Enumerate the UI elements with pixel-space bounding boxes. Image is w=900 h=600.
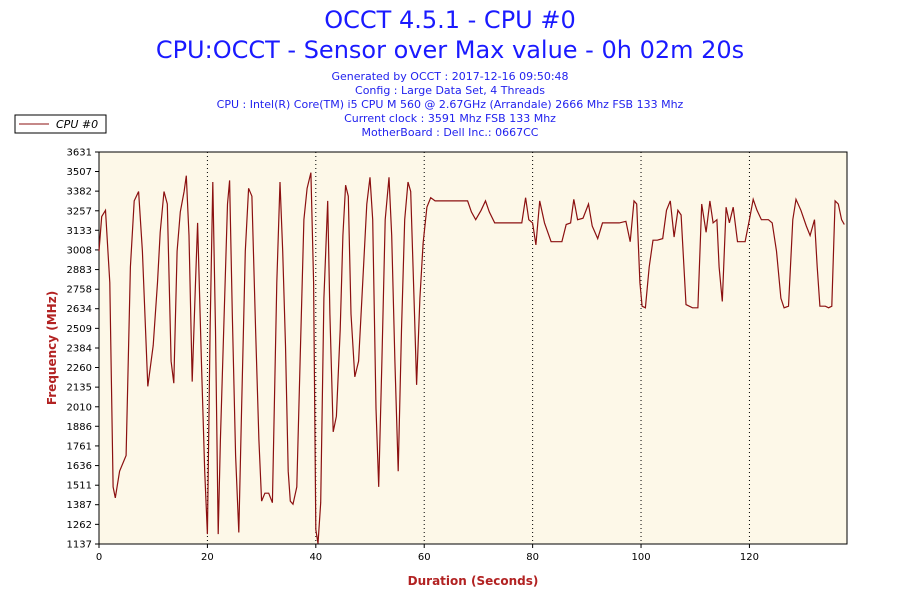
y-tick-label: 1511: [67, 481, 92, 492]
y-tick-label: 3133: [67, 226, 92, 237]
y-tick-label: 2010: [67, 402, 92, 413]
y-tick-label: 2509: [67, 324, 92, 335]
y-tick-label: 3257: [67, 206, 92, 217]
y-tick-label: 1387: [67, 500, 92, 511]
y-tick-label: 2135: [67, 383, 92, 394]
y-tick-label: 3382: [67, 187, 92, 198]
y-tick-label: 2634: [67, 304, 92, 315]
chart-title: OCCT 4.5.1 - CPU #0: [324, 6, 576, 34]
y-tick-label: 3631: [67, 148, 92, 159]
x-tick-label: 120: [740, 552, 759, 563]
y-tick-label: 1636: [67, 461, 92, 472]
y-tick-label: 3507: [67, 167, 92, 178]
info-cpu: CPU : Intel(R) Core(TM) i5 CPU M 560 @ 2…: [216, 98, 684, 111]
x-tick-label: 100: [631, 552, 650, 563]
y-tick-label: 2260: [67, 363, 92, 374]
x-axis-label: Duration (Seconds): [408, 574, 539, 588]
x-tick-label: 40: [309, 552, 322, 563]
x-tick-label: 20: [201, 552, 214, 563]
info-generated: Generated by OCCT : 2017-12-16 09:50:48: [331, 70, 569, 83]
info-config: Config : Large Data Set, 4 Threads: [355, 84, 545, 97]
y-tick-label: 2384: [67, 344, 92, 355]
chart-subtitle: CPU:OCCT - Sensor over Max value - 0h 02…: [155, 36, 745, 64]
series-line-cpu-0: [98, 172, 845, 544]
x-tick-label: 60: [418, 552, 431, 563]
legend-label: CPU #0: [56, 118, 98, 131]
y-tick-label: 3008: [67, 245, 92, 256]
y-axis-ticks: 1137 1262 1387 1511 1636 1761 1886 2010 2135 2260…: [67, 148, 99, 551]
y-tick-label: 1886: [67, 422, 92, 433]
info-current-clock: Current clock : 3591 Mhz FSB 133 Mhz: [344, 112, 556, 125]
y-axis-label: Frequency (MHz): [45, 291, 59, 405]
x-axis-ticks: 0 20 40 60 80 100 120: [96, 544, 759, 563]
y-tick-label: 1262: [67, 520, 92, 531]
grid-lines: [206, 152, 750, 544]
plot-area: [98, 151, 848, 545]
y-tick-label: 2758: [67, 285, 92, 296]
x-tick-label: 80: [526, 552, 539, 563]
legend-box: [14, 114, 107, 134]
y-tick-label: 1761: [67, 441, 92, 452]
y-tick-label: 2883: [67, 265, 92, 276]
x-tick-label: 0: [96, 552, 102, 563]
info-motherboard: MotherBoard : Dell Inc.: 0667CC: [361, 126, 539, 139]
y-tick-label: 1137: [67, 540, 92, 551]
